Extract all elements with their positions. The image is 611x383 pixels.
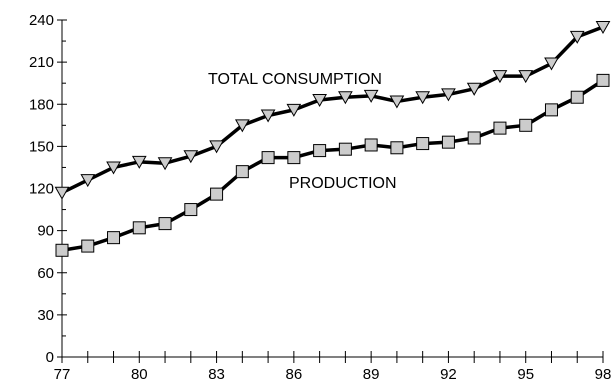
production-point <box>81 239 95 253</box>
production-point <box>210 187 224 201</box>
production-point <box>390 141 404 155</box>
y-tick-label: 180 <box>29 96 54 113</box>
consumption-point <box>234 119 250 133</box>
y-tick-label: 60 <box>37 265 54 282</box>
production-point <box>313 144 327 158</box>
production-point <box>441 135 455 149</box>
consumption-point <box>54 186 70 200</box>
x-tick-label: 80 <box>131 366 148 383</box>
consumption-point <box>80 174 96 188</box>
consumption-point <box>286 103 302 117</box>
production-point <box>544 103 558 117</box>
consumption-point <box>260 109 276 123</box>
series-line-0 <box>61 25 604 195</box>
production-point <box>493 121 507 135</box>
y-tick-label: 30 <box>37 307 54 324</box>
series-labels: TOTAL CONSUMPTION PRODUCTION <box>208 71 397 192</box>
consumption-point <box>363 89 379 103</box>
x-tick-label: 86 <box>286 366 303 383</box>
consumption-point <box>157 157 173 171</box>
x-tick-label: 83 <box>208 366 225 383</box>
consumption-point <box>131 155 147 169</box>
y-tick-label: 240 <box>29 12 54 29</box>
series-label-total-consumption: TOTAL CONSUMPTION <box>208 71 382 88</box>
consumption-point <box>544 57 559 71</box>
production-point <box>287 151 301 165</box>
y-tick-label: 0 <box>46 349 54 366</box>
production-point <box>55 243 69 257</box>
x-tick-label: 89 <box>363 366 380 383</box>
production-point <box>519 118 533 132</box>
production-point <box>467 131 481 145</box>
consumption-point <box>415 91 431 105</box>
y-tick-label: 150 <box>29 138 54 155</box>
consumption-point <box>106 161 121 175</box>
production-point <box>132 221 146 235</box>
production-point <box>158 217 172 231</box>
consumption-point <box>389 95 405 109</box>
consumption-point <box>338 91 353 105</box>
consumption-point <box>569 30 585 44</box>
consumption-point <box>183 150 199 164</box>
production-point <box>261 151 275 165</box>
x-tick-label: 95 <box>517 366 534 383</box>
production-point <box>596 73 610 87</box>
consumption-point <box>312 94 327 108</box>
production-point <box>235 165 249 179</box>
x-tick-label: 92 <box>440 366 457 383</box>
consumption-point <box>518 70 534 84</box>
production-point <box>107 231 121 245</box>
production-point <box>570 90 584 104</box>
chart-series <box>54 21 611 257</box>
consumption-point <box>441 88 456 102</box>
consumption-point <box>595 21 611 35</box>
consumption-point <box>492 70 508 84</box>
production-point <box>338 142 352 156</box>
production-point <box>416 137 430 151</box>
consumption-point <box>466 82 482 96</box>
consumption-point <box>209 140 224 154</box>
y-tick-label: 90 <box>37 223 54 240</box>
x-tick-label: 77 <box>54 366 71 383</box>
production-point <box>364 138 378 152</box>
axis-ticks: 0 30 60 90 120 150 180 210 240 77 80 83 86 89 92 95 98 <box>29 12 611 383</box>
series-label-production: PRODUCTION <box>289 175 397 192</box>
series-line-1 <box>61 78 604 253</box>
production-point <box>184 203 198 217</box>
y-tick-label: 210 <box>29 54 54 71</box>
y-tick-label: 120 <box>29 181 54 198</box>
x-tick-label: 98 <box>595 366 611 383</box>
